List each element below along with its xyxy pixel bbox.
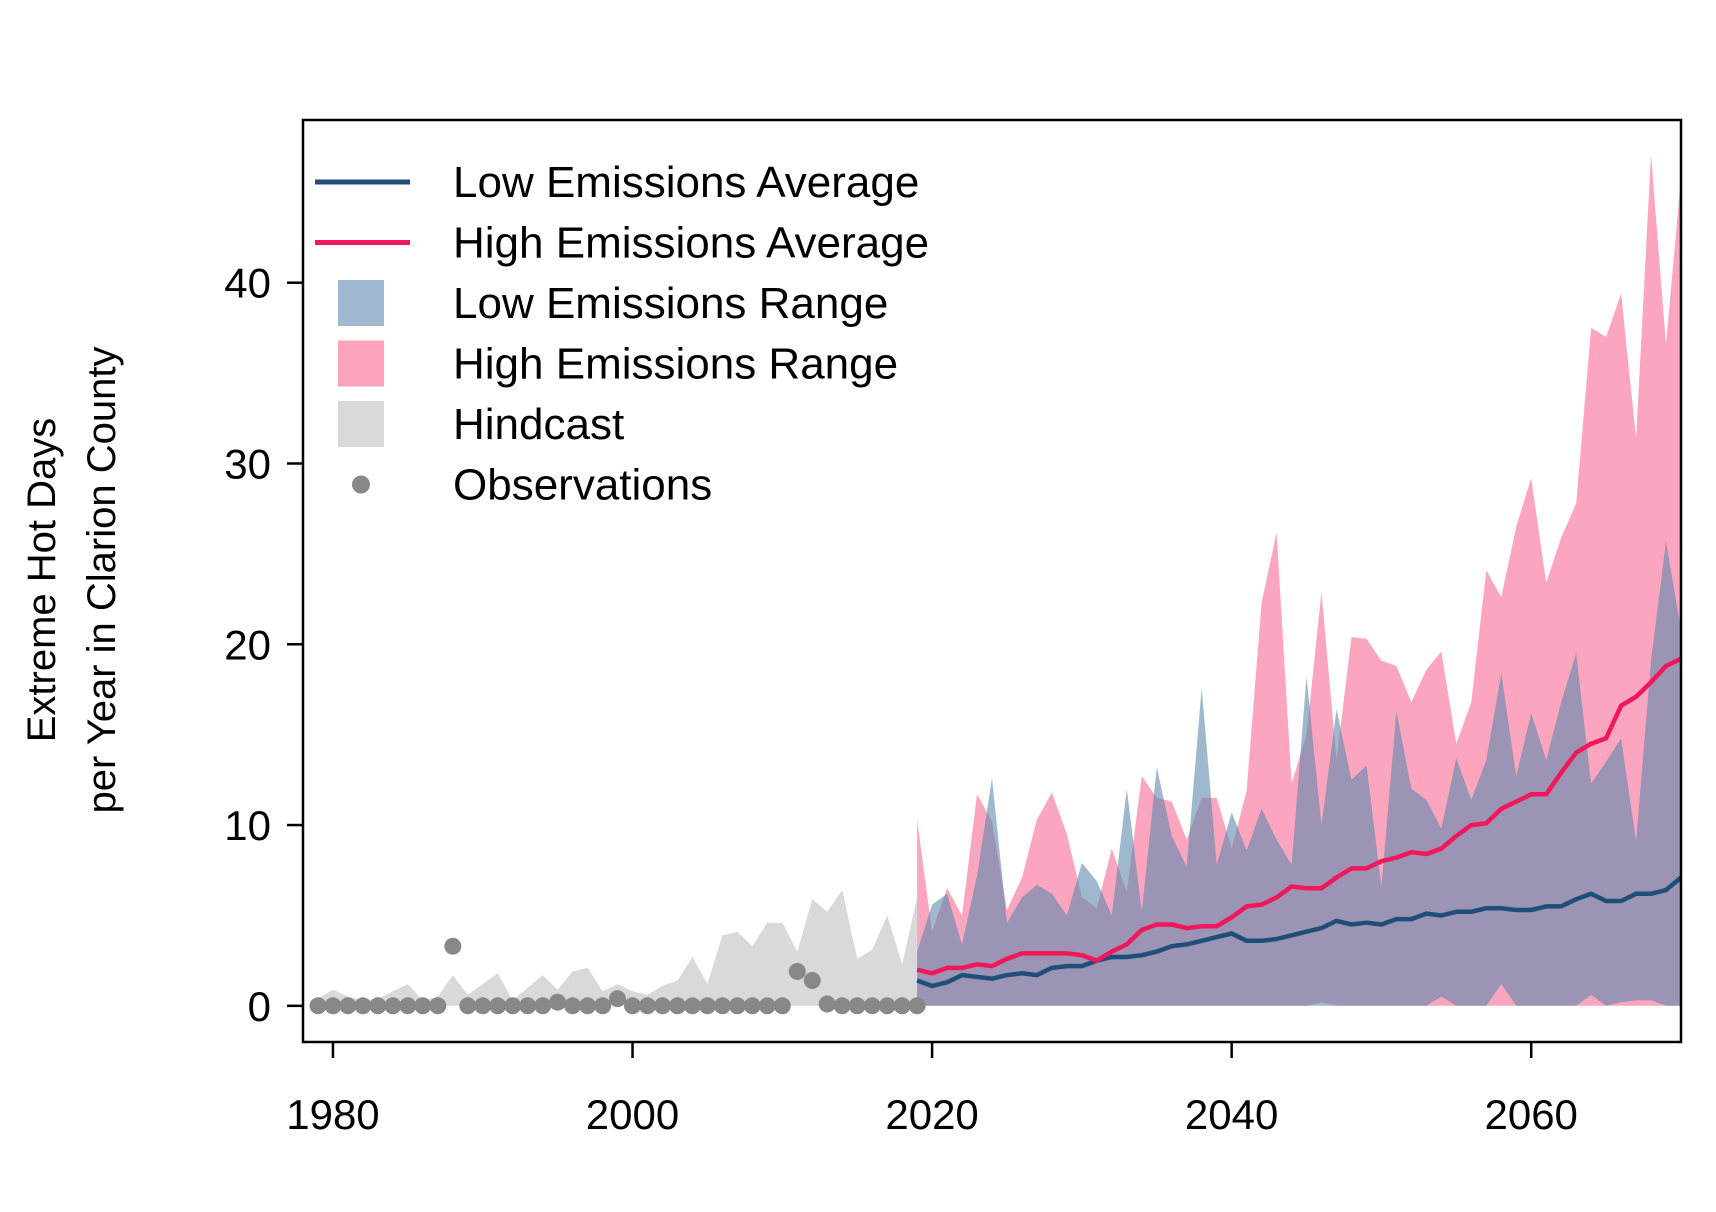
legend-label-high-emissions-range: High Emissions Range — [453, 340, 898, 389]
observation-point — [908, 997, 926, 1015]
low-emissions-range-area — [917, 541, 1681, 1006]
y-tick-label: 0 — [248, 983, 271, 1030]
legend-label-low-emissions-average: Low Emissions Average — [453, 158, 919, 207]
observation-point — [878, 997, 896, 1015]
observation-point — [504, 997, 522, 1015]
legend-label-low-emissions-range: Low Emissions Range — [453, 279, 888, 328]
observation-point — [758, 997, 776, 1015]
observation-point — [579, 997, 597, 1015]
observation-point — [773, 997, 791, 1015]
y-tick-label: 10 — [224, 802, 271, 849]
observation-point — [459, 997, 477, 1015]
x-tick-label: 2000 — [586, 1091, 679, 1138]
observation-point — [669, 997, 686, 1015]
x-tick-label: 2020 — [885, 1091, 978, 1138]
observation-point — [624, 997, 641, 1015]
observation-point — [743, 997, 761, 1015]
observation-point — [833, 997, 851, 1015]
observation-point — [399, 997, 417, 1015]
legend-swatch-hindcast — [338, 401, 384, 447]
y-axis-title-line1: Extreme Hot Days — [20, 418, 64, 743]
legend-swatch-low-emissions-range — [338, 280, 384, 326]
observation-point — [429, 997, 447, 1015]
observation-point — [354, 997, 372, 1015]
observation-point — [609, 990, 626, 1008]
observation-point — [698, 997, 716, 1015]
hindcast-range-area — [318, 890, 918, 1006]
observation-point — [683, 997, 701, 1015]
x-tick-label: 2040 — [1185, 1091, 1278, 1138]
legend-swatch-high-emissions-range — [338, 340, 384, 387]
observation-point — [489, 997, 507, 1015]
y-tick-label: 40 — [224, 260, 271, 307]
observation-point — [863, 997, 881, 1015]
observation-point — [848, 997, 866, 1015]
observation-point — [339, 997, 357, 1015]
observation-point — [788, 963, 806, 980]
y-tick-label: 20 — [224, 621, 271, 668]
observation-point — [444, 937, 462, 955]
observation-point — [534, 997, 552, 1015]
observation-point — [818, 995, 836, 1013]
low-emissions-average-line — [916, 875, 1681, 989]
observation-point — [474, 997, 492, 1015]
x-tick-label: 1980 — [286, 1091, 379, 1138]
observation-point — [564, 997, 582, 1015]
y-tick-label: 30 — [224, 440, 271, 487]
legend-label-high-emissions-average: High Emissions Average — [453, 219, 929, 268]
legend: Low Emissions Average High Emissions Aver… — [315, 158, 929, 510]
observation-point — [369, 997, 387, 1015]
observation-point — [654, 997, 671, 1015]
observation-point — [713, 997, 731, 1015]
observation-point — [639, 997, 656, 1015]
legend-label-hindcast: Hindcast — [453, 400, 624, 449]
observation-point — [803, 972, 821, 989]
legend-label-observations: Observations — [453, 461, 712, 510]
plot-frame — [301, 118, 1683, 1044]
observation-point — [549, 993, 567, 1011]
observation-point — [384, 997, 402, 1015]
observation-point — [893, 997, 911, 1015]
observation-point — [519, 997, 537, 1015]
plot-area — [309, 154, 1681, 1015]
x-tick-label: 2060 — [1484, 1091, 1577, 1138]
observation-point — [324, 997, 342, 1015]
observation-point — [414, 997, 432, 1015]
y-axis-title-line2: per Year in Clarion County — [80, 347, 124, 814]
observation-point — [594, 997, 612, 1015]
observation-point — [309, 997, 327, 1015]
legend-swatch-observations — [352, 475, 370, 494]
axes: 1980 2000 2020 2040 2060 0 10 20 30 40 — [224, 260, 1578, 1138]
observation-point — [728, 997, 746, 1015]
high-emissions-average-line — [916, 656, 1681, 976]
